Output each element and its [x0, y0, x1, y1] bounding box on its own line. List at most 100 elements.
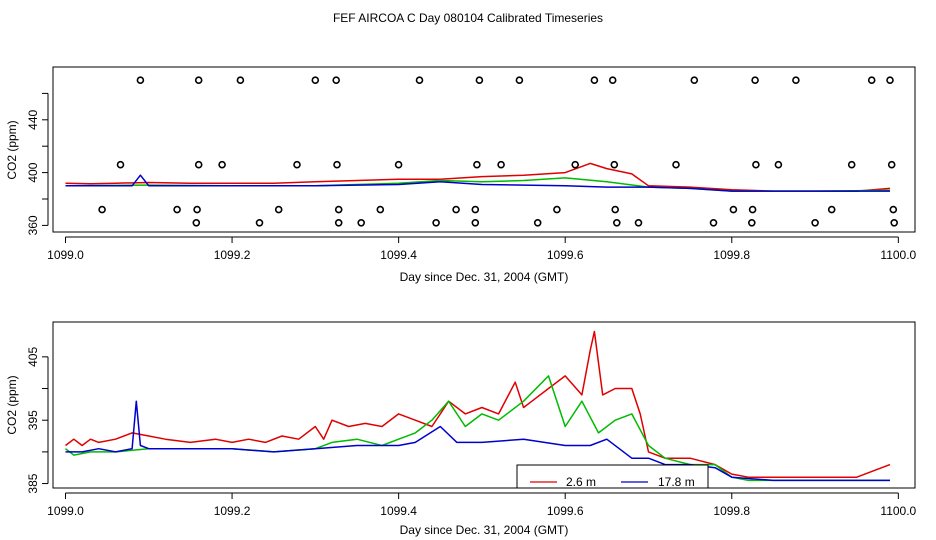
bottom-x-tick-label: 1099.4	[380, 504, 417, 518]
top-x-axis-label: Day since Dec. 31, 2004 (GMT)	[400, 270, 569, 284]
top-marker-point	[471, 205, 480, 214]
top-marker-point	[452, 205, 460, 214]
top-x-tick-label: 1099.6	[547, 248, 584, 262]
top-marker-point	[236, 76, 245, 84]
bottom-y-axis-label: CO2 (ppm)	[5, 375, 19, 434]
top-marker-point	[173, 205, 181, 214]
top-marker-point	[116, 160, 125, 169]
top-marker-point	[886, 76, 894, 84]
top-marker-point	[334, 205, 343, 214]
bottom-x-tick-label: 1099.0	[47, 504, 84, 518]
top-marker-point	[136, 76, 145, 84]
top-marker-point	[293, 160, 301, 169]
top-marker-point	[497, 160, 505, 169]
top-marker-point	[218, 160, 226, 169]
top-marker-point	[751, 76, 759, 84]
top-y-tick-label: 400	[26, 162, 40, 182]
top-series-17-8-m	[65, 174, 890, 192]
top-y-axis: 360 400 440	[26, 92, 49, 235]
top-marker-point	[192, 219, 201, 227]
bottom-x-tick-label: 1099.2	[214, 504, 251, 518]
top-marker-point	[811, 219, 819, 227]
legend-label-2-6m: 2.6 m	[566, 475, 596, 489]
top-marker-point	[311, 76, 320, 84]
top-marker-point	[333, 160, 341, 169]
top-marker-point	[473, 160, 481, 169]
bottom-x-tick-label: 1099.8	[713, 504, 750, 518]
top-marker-point	[475, 76, 484, 84]
top-y-axis-label: CO2 (ppm)	[5, 120, 19, 179]
top-marker-point	[887, 160, 896, 169]
top-marker-point	[432, 219, 440, 227]
top-panel: 1099.0 1099.2 1099.4 1099.6 1099.8 1100.0 360…	[5, 66, 917, 284]
top-marker-point	[332, 76, 341, 84]
bottom-y-tick-label: 395	[26, 410, 40, 430]
top-marker-point	[394, 160, 403, 169]
top-x-axis: 1099.0 1099.2 1099.4 1099.6 1099.8 1100.0	[47, 236, 917, 262]
top-marker-point	[867, 76, 876, 84]
top-x-tick-label: 1099.4	[380, 248, 417, 262]
bottom-x-tick-label: 1099.6	[547, 504, 584, 518]
top-marker-point	[729, 205, 738, 214]
top-marker-point	[774, 160, 783, 169]
bottom-series-green	[65, 375, 890, 482]
top-marker-point	[357, 219, 366, 227]
top-marker-point	[827, 205, 836, 214]
bottom-panel: 1099.0 1099.2 1099.4 1099.6 1099.8 1100.0 385…	[5, 321, 917, 537]
top-marker-point	[533, 219, 542, 227]
top-marker-point	[571, 160, 580, 169]
top-marker-point	[890, 219, 899, 227]
top-marker-point	[255, 219, 264, 227]
top-marker-point	[376, 205, 385, 214]
top-marker-point	[612, 219, 621, 227]
legend: 2.6 m 17.8 m	[516, 464, 709, 489]
top-marker-point	[553, 205, 561, 214]
top-x-tick-label: 1099.8	[713, 248, 750, 262]
top-marker-point	[334, 219, 343, 227]
top-marker-point	[889, 205, 898, 214]
legend-label-17-8m: 17.8 m	[658, 475, 695, 489]
legend-box	[516, 464, 709, 489]
top-marker-point	[747, 219, 756, 227]
top-marker-point	[194, 160, 203, 169]
top-marker-point	[672, 160, 680, 169]
top-marker-point	[610, 160, 619, 169]
top-marker-point	[515, 76, 524, 84]
top-data-layer	[65, 76, 899, 227]
top-marker-point	[847, 160, 856, 169]
top-marker-point	[608, 76, 617, 84]
bottom-data-layer	[65, 330, 891, 482]
top-marker-point	[709, 219, 718, 227]
top-marker-point	[690, 76, 699, 84]
bottom-series-2-6-m	[65, 330, 891, 478]
top-marker-point	[748, 205, 757, 214]
top-marker-point	[590, 76, 599, 84]
top-x-tick-label: 1099.2	[214, 248, 251, 262]
top-plot-frame	[52, 66, 916, 233]
top-series-2-6-m	[65, 162, 891, 192]
bottom-y-axis: 385 395 405	[26, 347, 49, 494]
bottom-x-tick-label: 1100.0	[880, 504, 916, 518]
bottom-plot-frame	[52, 321, 916, 489]
top-marker-point	[471, 219, 480, 227]
top-marker-point	[98, 205, 106, 214]
top-x-tick-label: 1099.0	[47, 248, 84, 262]
top-marker-point	[792, 76, 800, 84]
bottom-x-axis-label: Day since Dec. 31, 2004 (GMT)	[400, 523, 569, 537]
top-x-tick-label: 1100.0	[880, 248, 916, 262]
bottom-x-axis: 1099.0 1099.2 1099.4 1099.6 1099.8 1100.0	[47, 492, 917, 518]
chart-title: FEF AIRCOA C Day 080104 Calibrated Times…	[333, 11, 603, 25]
top-marker-point	[274, 205, 283, 214]
top-marker-point	[634, 219, 643, 227]
top-y-tick-label: 440	[26, 109, 40, 129]
bottom-y-tick-label: 385	[26, 473, 40, 493]
top-marker-point	[194, 76, 203, 84]
bottom-series-17-8-m	[65, 400, 890, 482]
top-marker-point	[752, 160, 760, 169]
top-marker-point	[193, 205, 201, 214]
top-y-tick-label: 360	[26, 215, 40, 235]
bottom-y-tick-label: 405	[26, 347, 40, 367]
top-marker-point	[611, 205, 620, 214]
top-marker-point	[415, 76, 424, 84]
